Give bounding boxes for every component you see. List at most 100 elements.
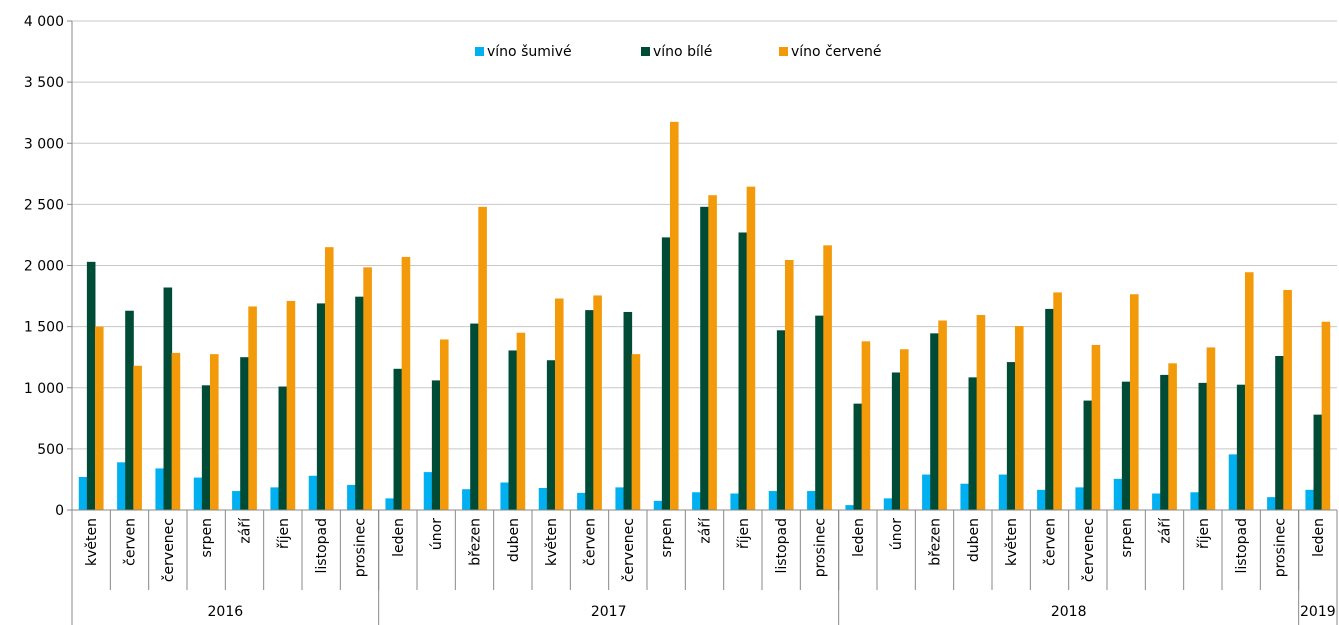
bar — [899, 349, 909, 510]
bar — [431, 380, 441, 510]
x-tick-label: leden — [391, 518, 407, 557]
bar — [125, 310, 134, 510]
x-tick-label: listopad — [314, 518, 330, 573]
bar — [538, 488, 548, 510]
x-tick-label: leden — [1311, 518, 1327, 557]
bar — [661, 237, 671, 510]
bar — [708, 195, 717, 510]
x-tick-label: květen — [1004, 518, 1020, 566]
bar — [730, 493, 740, 510]
x-tick-label: září — [238, 517, 254, 544]
bar — [270, 487, 280, 510]
bar — [393, 368, 403, 510]
bar — [308, 475, 318, 510]
x-tick-label: říjen — [276, 518, 292, 549]
x-tick-label: duben — [506, 518, 522, 562]
x-tick-label: červenec — [1081, 518, 1097, 582]
bar — [171, 352, 181, 510]
bar — [1091, 344, 1101, 510]
bar — [938, 320, 947, 510]
bar — [78, 476, 88, 510]
x-tick-label: červenec — [621, 518, 637, 582]
bar — [960, 483, 970, 510]
axes — [71, 21, 1338, 625]
bar — [155, 468, 165, 510]
bar — [324, 247, 334, 510]
bar — [363, 267, 372, 510]
x-tick-label: únor — [429, 518, 445, 550]
bar — [1283, 289, 1292, 510]
x-axis-year-labels: 2016 2017 2018 2019 — [208, 604, 1336, 620]
bar — [593, 295, 602, 510]
bar — [1236, 384, 1246, 510]
bar — [815, 315, 824, 510]
x-tick-label: červenec — [161, 518, 177, 582]
x-tick-label: březen — [468, 518, 484, 566]
legend-label: víno červené — [791, 44, 882, 60]
x-tick-label: duben — [966, 518, 982, 562]
bar — [585, 310, 594, 510]
x-tick-label: leden — [851, 518, 867, 557]
bar — [470, 323, 479, 510]
bar — [1152, 493, 1161, 510]
bar — [669, 121, 679, 511]
bar — [209, 354, 219, 510]
bar — [883, 498, 893, 510]
x-tick-label: září — [698, 517, 714, 544]
x-tick-label: květen — [544, 518, 560, 566]
bar — [278, 386, 288, 510]
bar — [768, 491, 778, 510]
bar — [232, 491, 241, 510]
bar — [930, 333, 939, 510]
bar — [286, 300, 296, 510]
bar — [133, 365, 142, 510]
y-tick-label: 500 — [37, 442, 64, 458]
bar — [922, 474, 931, 510]
bar — [1168, 363, 1177, 510]
y-axis-tick-labels: 0 500 1 000 1 500 2 000 2 500 3 000 3 500 4 000 — [24, 14, 64, 519]
bar — [1083, 400, 1093, 510]
bar — [423, 472, 433, 510]
year-label: 2016 — [208, 604, 244, 620]
bar — [738, 232, 748, 511]
x-tick-label: listopad — [774, 518, 790, 573]
x-tick-label: prosinec — [353, 518, 369, 577]
bar — [1045, 308, 1054, 510]
bar — [1037, 489, 1046, 510]
y-tick-label: 3 000 — [24, 136, 64, 152]
bar — [1267, 497, 1276, 510]
x-tick-label: listopad — [1234, 518, 1250, 573]
x-tick-label: prosinec — [1273, 518, 1289, 577]
legend-label: víno šumivé — [487, 44, 572, 60]
bar — [478, 206, 487, 510]
bar — [240, 357, 249, 510]
legend-swatch — [641, 47, 650, 56]
bar — [998, 474, 1008, 510]
x-tick-label: květen — [84, 518, 100, 566]
bar — [577, 492, 586, 510]
bar — [1075, 487, 1085, 510]
bar — [516, 332, 526, 510]
bar — [692, 492, 701, 510]
bar — [385, 498, 395, 510]
bar — [554, 298, 564, 510]
legend-label: víno bílé — [653, 44, 712, 60]
bar — [508, 350, 518, 510]
x-tick-label: únor — [889, 518, 905, 550]
bar — [653, 500, 663, 510]
bar — [1014, 326, 1024, 510]
bar — [347, 484, 356, 510]
bar — [1206, 347, 1216, 510]
bar — [615, 487, 625, 510]
bar — [845, 505, 855, 510]
y-tick-label: 2 000 — [24, 259, 64, 275]
bar — [1129, 294, 1139, 510]
bar — [746, 186, 756, 510]
bar — [248, 306, 257, 510]
x-tick-label: červen — [123, 518, 139, 566]
bar — [201, 385, 211, 510]
bar — [193, 477, 203, 510]
bar — [1198, 382, 1208, 510]
year-label: 2017 — [591, 604, 627, 620]
